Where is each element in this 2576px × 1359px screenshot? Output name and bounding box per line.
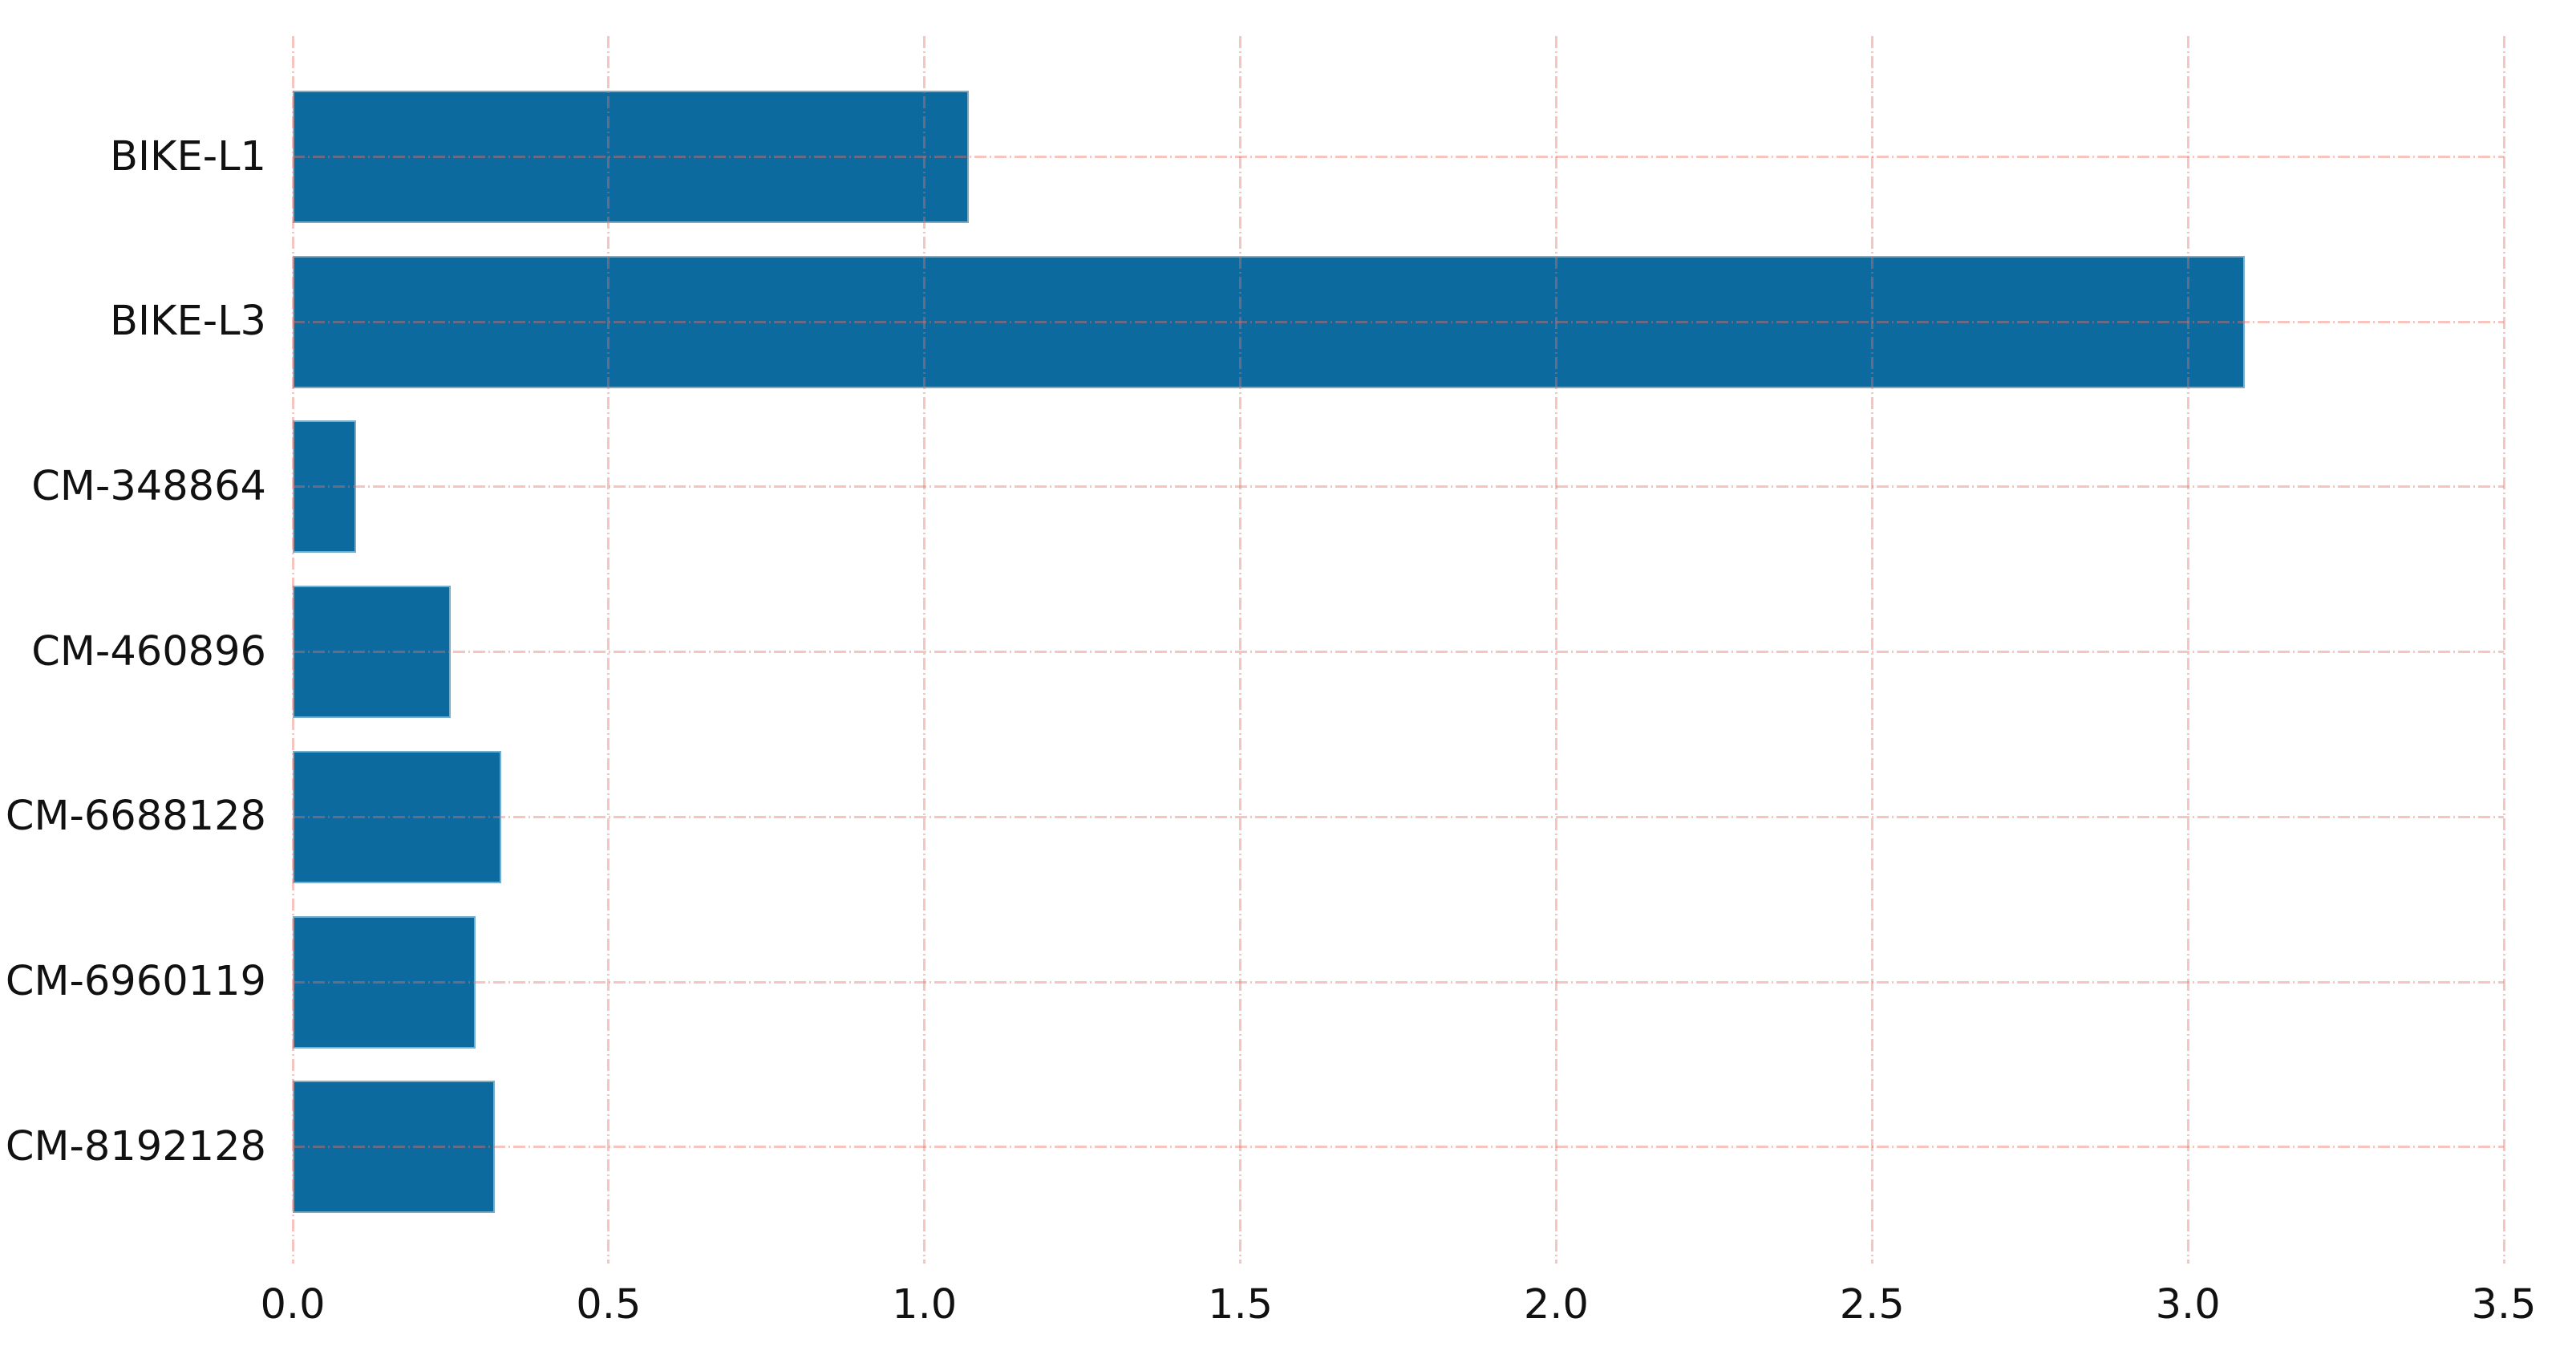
bar [293,420,356,554]
category-label: CM-6960119 [5,958,266,1005]
gridline-vertical [1870,36,1873,1264]
x-tick-label: 1.5 [1208,1281,1274,1329]
gridline-vertical [2502,36,2505,1264]
gridline-vertical [1554,36,1557,1264]
bar [293,91,969,223]
category-label: CM-8192128 [5,1122,266,1170]
x-tick-label: 0.0 [260,1281,326,1329]
category-label: BIKE-L3 [110,298,266,346]
x-tick-label: 3.0 [2155,1281,2221,1329]
gridline-horizontal [293,815,2504,818]
category-label: CM-348864 [31,462,266,510]
bar [293,915,476,1049]
category-label: BIKE-L1 [110,132,266,181]
category-label: CM-6688128 [5,793,266,841]
bar [293,255,2246,388]
x-tick-label: 3.5 [2471,1281,2537,1329]
x-tick-label: 2.5 [1839,1281,1905,1329]
gridline-vertical [1239,36,1242,1264]
x-tick-label: 1.0 [892,1281,958,1329]
gridline-horizontal [293,980,2504,984]
bar [293,586,451,719]
bar [293,1081,496,1214]
category-label: CM-460896 [31,627,266,675]
gridline-vertical [2186,36,2189,1264]
x-tick-label: 2.0 [1523,1281,1589,1329]
gridline-horizontal [293,485,2504,489]
gridline-horizontal [293,1146,2504,1149]
x-tick-label: 0.5 [576,1281,642,1329]
gridline-horizontal [293,651,2504,654]
bar [293,750,501,883]
